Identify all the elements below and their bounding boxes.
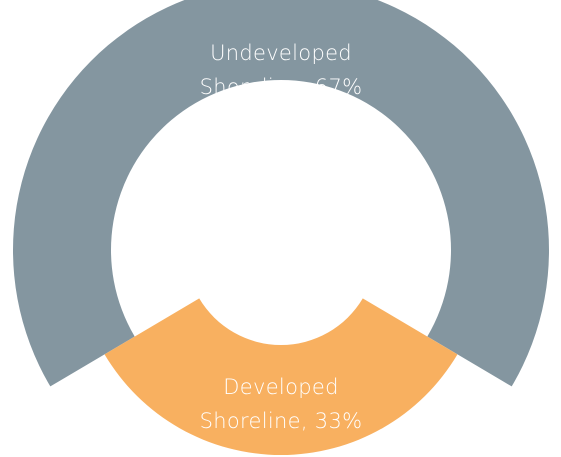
donut-slice <box>104 298 458 455</box>
slice-label: Developed Shoreline33% <box>181 370 381 438</box>
value-label: 33% <box>314 409 363 433</box>
value-label: 67% <box>314 75 363 99</box>
donut-slice <box>13 0 549 387</box>
slice-label: Undeveloped Shoreline67% <box>181 36 381 104</box>
